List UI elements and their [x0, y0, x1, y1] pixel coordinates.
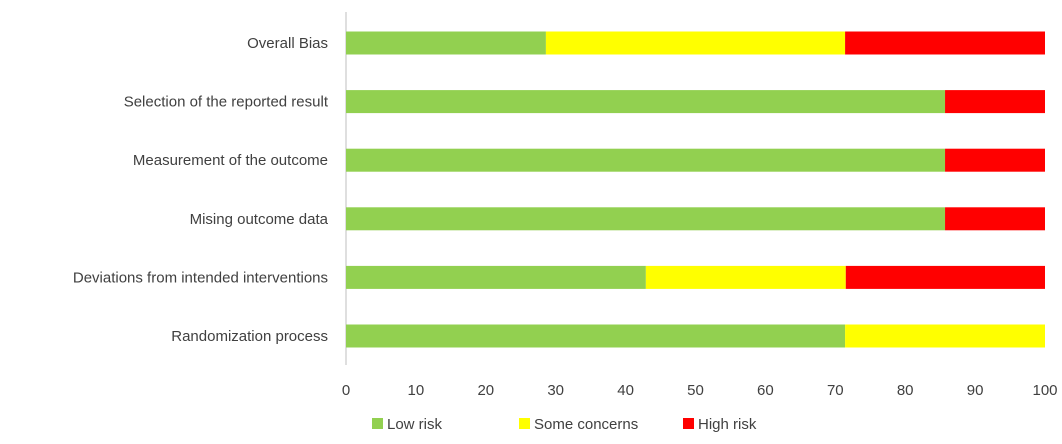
legend-label-low-risk: Low risk — [387, 416, 443, 433]
legend-label-some-concerns: Some concerns — [534, 416, 638, 433]
bar-selection-of-the-reported-result-low-risk — [346, 90, 946, 114]
bar-mising-outcome-data-low-risk — [346, 207, 946, 231]
x-tick-label: 10 — [408, 382, 425, 399]
x-tick-label: 100 — [1032, 382, 1057, 399]
legend-label-high-risk: High risk — [698, 416, 757, 433]
category-label: Selection of the reported result — [124, 94, 329, 111]
x-tick-label: 80 — [897, 382, 914, 399]
category-label: Measurement of the outcome — [133, 152, 328, 169]
category-label: Randomization process — [171, 328, 328, 345]
x-tick-label: 0 — [342, 382, 350, 399]
bar-measurement-of-the-outcome-high-risk — [945, 148, 1045, 172]
bar-selection-of-the-reported-result-high-risk — [945, 90, 1045, 114]
x-tick-label: 70 — [827, 382, 844, 399]
x-tick-label: 50 — [687, 382, 704, 399]
bar-deviations-from-intended-interventions-low-risk — [346, 265, 646, 289]
bar-overall-bias-high-risk — [845, 31, 1045, 55]
x-tick-label: 40 — [617, 382, 634, 399]
legend-swatch-some-concerns — [519, 418, 530, 429]
bar-randomization-process-some-concerns — [845, 324, 1045, 348]
bar-randomization-process-low-risk — [346, 324, 846, 348]
legend-swatch-high-risk — [683, 418, 694, 429]
bar-overall-bias-low-risk — [346, 31, 546, 55]
category-label: Overall Bias — [247, 35, 328, 52]
x-tick-label: 90 — [967, 382, 984, 399]
bar-mising-outcome-data-high-risk — [945, 207, 1045, 231]
category-label: Deviations from intended interventions — [73, 269, 328, 286]
x-tick-label: 30 — [547, 382, 564, 399]
bar-deviations-from-intended-interventions-some-concerns — [645, 265, 846, 289]
category-labels: Overall Bias Selection of the reported re… — [73, 35, 329, 345]
x-tick-label: 60 — [757, 382, 774, 399]
bar-overall-bias-some-concerns — [545, 31, 846, 55]
legend-swatch-low-risk — [372, 418, 383, 429]
x-tick-label: 20 — [477, 382, 494, 399]
x-tick-labels: 0 10 20 30 40 50 60 70 80 90 100 — [342, 382, 1058, 399]
bars-group — [346, 31, 1045, 348]
bar-measurement-of-the-outcome-low-risk — [346, 148, 946, 172]
legend: Low risk Some concerns High risk — [372, 416, 757, 433]
bar-deviations-from-intended-interventions-high-risk — [845, 265, 1045, 289]
category-label: Mising outcome data — [190, 211, 329, 228]
